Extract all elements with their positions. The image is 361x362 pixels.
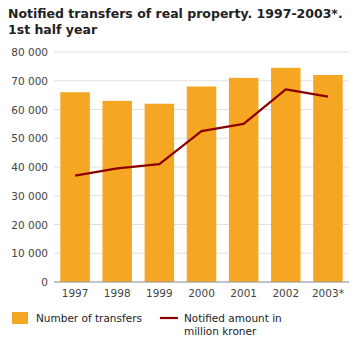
y-tick-label: 10 000 <box>11 247 48 259</box>
grid-line <box>54 52 349 53</box>
x-tick-label: 1997 <box>62 287 89 299</box>
legend-label: Notified amount inmillion kroner <box>184 312 282 337</box>
bar <box>145 104 175 282</box>
x-tick-label: 2000 <box>188 287 215 299</box>
x-tick-label: 2001 <box>230 287 257 299</box>
marks <box>60 68 342 282</box>
y-tick-label: 70 000 <box>11 75 48 87</box>
y-tick-label: 60 000 <box>11 104 48 116</box>
x-tick-label: 2002 <box>272 287 299 299</box>
x-tick-label: 1998 <box>104 287 131 299</box>
chart: Notified transfers of real property. 199… <box>0 0 361 362</box>
y-tick-label: 80 000 <box>11 46 48 58</box>
bar <box>187 87 217 283</box>
line <box>75 89 328 175</box>
x-axis: 1997 1998 1999 2000 2001 2002 2003* <box>54 282 349 299</box>
x-tick-label: 2003* <box>312 287 344 299</box>
title: Notified transfers of real property. 199… <box>8 6 343 21</box>
bar <box>313 75 343 282</box>
bar <box>229 78 259 282</box>
y-tick-label: 20 000 <box>11 219 48 231</box>
legend: Number of transfers Notified amount inmil… <box>12 312 282 337</box>
legend-swatch <box>160 317 178 319</box>
legend-item: Notified amount inmillion kroner <box>160 312 282 337</box>
legend-item: Number of transfers <box>12 312 142 324</box>
y-tick-label: 30 000 <box>11 190 48 202</box>
y-tick-label: 50 000 <box>11 132 48 144</box>
x-tick-label: 1999 <box>146 287 173 299</box>
grid-line <box>54 282 349 283</box>
bar <box>60 92 89 282</box>
y-axis: 0 10 000 20 000 30 000 40 000 50 000 60 000 70 … <box>11 46 349 288</box>
legend-swatch <box>12 312 28 324</box>
y-tick-label: 40 000 <box>11 161 48 173</box>
legend-label: Number of transfers <box>36 312 142 324</box>
grid-line <box>54 80 349 81</box>
y-tick-label: 0 <box>41 276 48 288</box>
subtitle: 1st half year <box>8 22 98 37</box>
x-axis-line <box>54 282 349 283</box>
bar <box>102 101 132 282</box>
bar <box>271 68 301 282</box>
